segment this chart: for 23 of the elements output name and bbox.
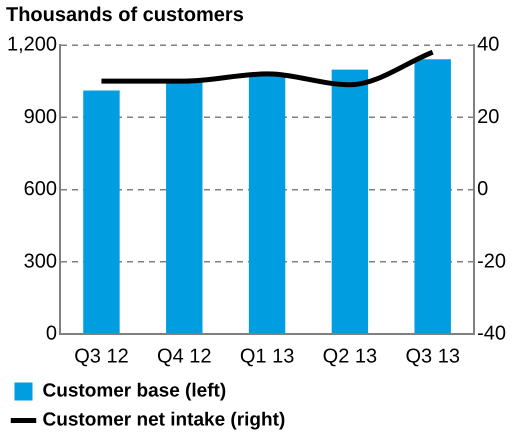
y2-tick-label: 20 <box>477 106 500 128</box>
y2-tick-label: -40 <box>477 322 506 345</box>
x-tick-label: Q3 13 <box>405 346 460 368</box>
y-tick-label: 0 <box>46 322 58 345</box>
y2-tick-label: 0 <box>477 178 488 200</box>
y-tick-label: 600 <box>24 178 58 200</box>
bar <box>166 82 202 334</box>
y-tick-label: 900 <box>24 106 58 128</box>
x-tick-label: Q4 12 <box>157 346 212 368</box>
bar <box>248 76 286 334</box>
legend-label: Customer net intake (right) <box>42 410 286 431</box>
y2-tick-label: -20 <box>477 250 506 272</box>
bar <box>83 90 120 334</box>
y2-tick-label: 40 <box>477 34 500 56</box>
legend-label: Customer base (left) <box>42 380 226 402</box>
bar <box>332 70 368 334</box>
bar <box>414 59 451 334</box>
y-tick-label: 1,200 <box>6 34 58 56</box>
chart-title: Thousands of customers <box>6 4 244 27</box>
x-tick-label: Q1 13 <box>240 346 294 368</box>
x-tick-label: Q2 13 <box>322 346 378 368</box>
x-tick-label: Q3 12 <box>74 346 129 368</box>
y-tick-label: 300 <box>24 250 58 272</box>
